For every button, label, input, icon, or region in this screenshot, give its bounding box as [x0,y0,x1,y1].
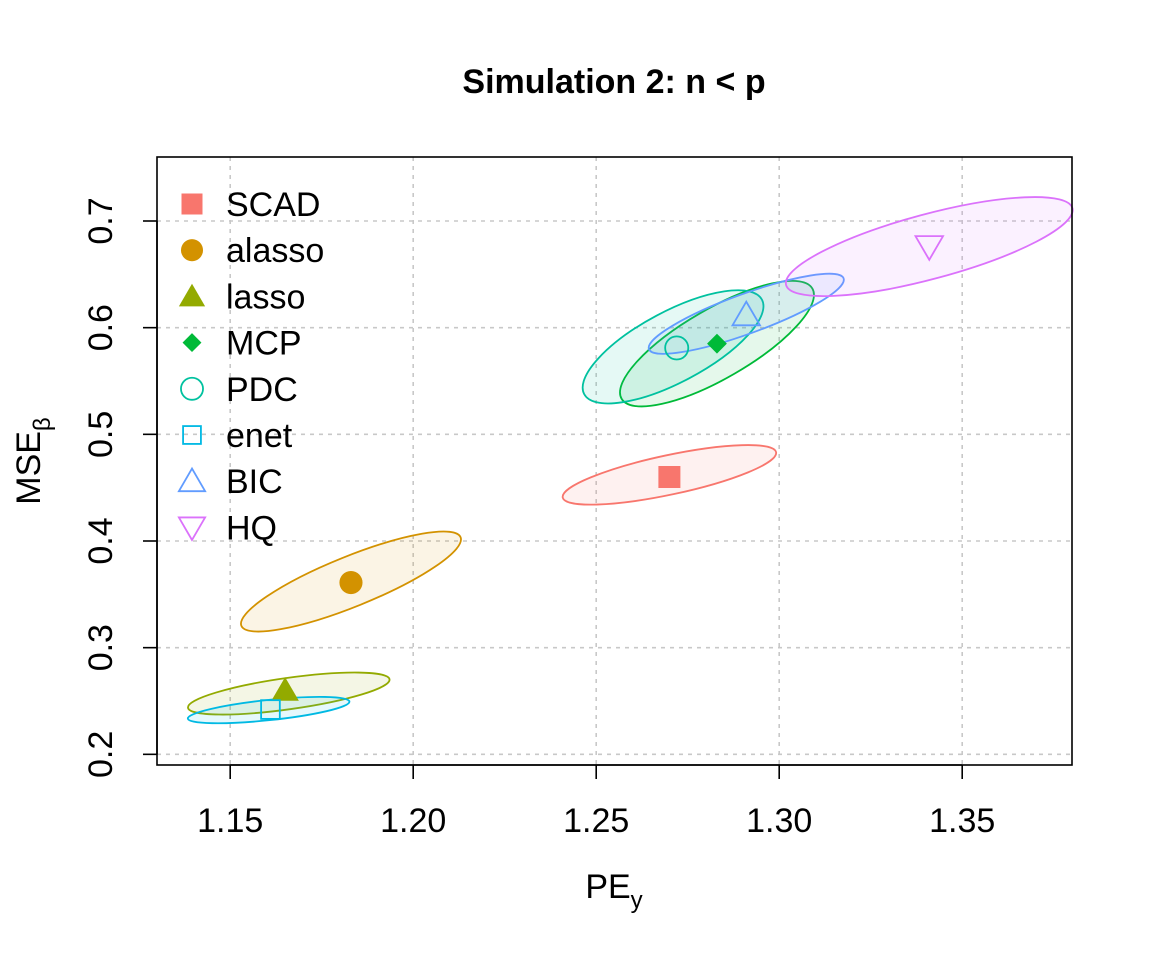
y-tick-label: 0.4 [82,517,120,564]
legend-label-enet: enet [226,417,293,455]
confidence-ellipse-pdc [581,289,765,405]
chart-title: Simulation 2: n < p [462,63,765,101]
legend-symbol-hq [177,516,207,542]
confidence-ellipse-hq [784,196,1074,298]
x-tick-label: 1.20 [380,802,446,840]
data-point-enet [260,699,281,720]
ellipse-layer [186,196,1074,725]
svg-text:PEy: PEy [585,868,642,914]
data-point-alasso [339,571,363,595]
y-tick-label: 0.3 [82,624,120,671]
data-point-pdc [664,335,690,361]
legend: SCAD alasso lasso MCP PDC enet BIC HQ [177,186,324,547]
x-axis-label-sub: y [631,887,643,914]
y-tick-label: 0.5 [82,411,120,458]
data-point-mcp [707,333,727,354]
x-tick-label: 1.25 [563,802,629,840]
legend-symbol-lasso [178,283,206,307]
grid-layer [157,157,1072,765]
x-tick-label: 1.35 [929,802,995,840]
point-layer [260,235,945,720]
legend-symbol-alasso [180,239,204,262]
legend-label-bic: BIC [226,463,283,501]
legend-label-lasso: lasso [226,278,305,316]
legend-label-hq: HQ [226,509,277,547]
y-axis-label-main: MSE [10,431,48,505]
data-point-hq [913,235,945,262]
y-tick-label: 0.6 [82,304,120,351]
x-axis-label: PEy [585,868,642,914]
y-axis-label: MSEβ [10,417,56,505]
y-tick-label: 0.7 [82,197,120,244]
x-axis-label-main: PE [585,868,630,906]
data-point-bic [730,299,762,327]
y-tick-label: 0.2 [82,731,120,778]
y-axis: 0.2 0.3 0.4 0.5 0.6 0.7 [82,197,158,778]
data-point-lasso [271,677,299,701]
legend-symbol-mcp [182,333,202,353]
y-axis-label-sub: β [29,417,56,431]
legend-symbol-enet [182,425,202,445]
legend-label-scad: SCAD [226,186,320,224]
confidence-ellipse-bic [647,272,845,355]
x-tick-label: 1.15 [197,802,263,840]
svg-text:MSEβ: MSEβ [10,417,56,505]
legend-label-pdc: PDC [226,371,298,409]
x-axis: 1.15 1.20 1.25 1.30 1.35 [197,764,995,840]
x-tick-label: 1.30 [746,802,812,840]
legend-symbol-scad [181,193,203,215]
legend-label-alasso: alasso [226,232,324,270]
legend-symbol-pdc [180,376,204,401]
legend-label-mcp: MCP [226,325,302,363]
data-point-scad [658,466,681,488]
legend-symbol-bic [177,466,207,493]
